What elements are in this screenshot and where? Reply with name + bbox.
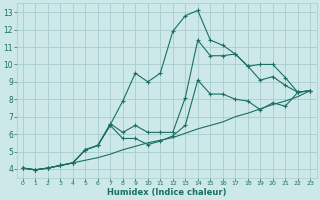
X-axis label: Humidex (Indice chaleur): Humidex (Indice chaleur) bbox=[107, 188, 226, 197]
